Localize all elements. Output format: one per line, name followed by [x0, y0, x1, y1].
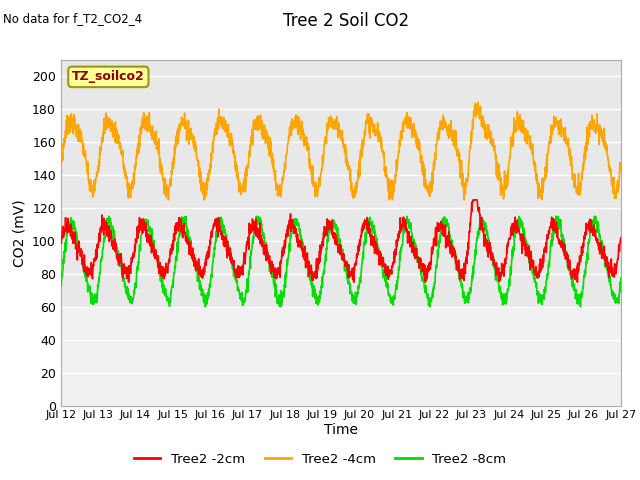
Text: No data for f_T2_CO2_4: No data for f_T2_CO2_4: [3, 12, 142, 25]
X-axis label: Time: Time: [324, 423, 358, 437]
Bar: [61, 307, 621, 406]
Y-axis label: CO2 (mV): CO2 (mV): [13, 199, 26, 266]
Bar: [61, 60, 621, 307]
Text: TZ_soilco2: TZ_soilco2: [72, 71, 145, 84]
Text: Tree 2 Soil CO2: Tree 2 Soil CO2: [282, 12, 409, 30]
Legend: Tree2 -2cm, Tree2 -4cm, Tree2 -8cm: Tree2 -2cm, Tree2 -4cm, Tree2 -8cm: [129, 447, 511, 471]
